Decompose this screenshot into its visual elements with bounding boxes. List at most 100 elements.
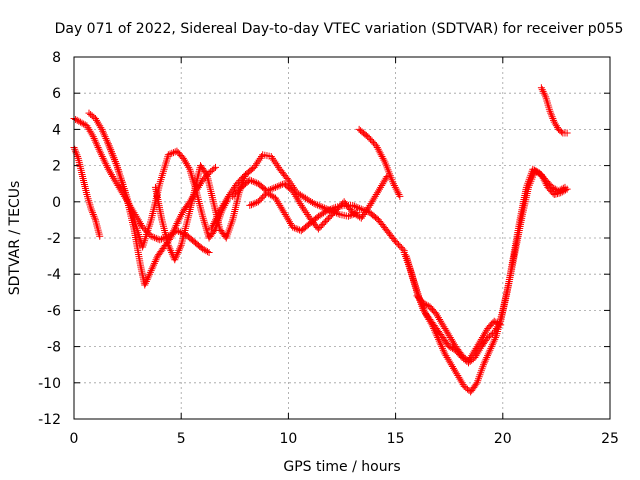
data-point-marker — [436, 339, 444, 347]
data-point-marker — [145, 272, 153, 280]
data-point-marker — [175, 247, 183, 255]
x-tick-label: 5 — [177, 431, 186, 447]
data-point-marker — [422, 310, 430, 318]
data-point-marker — [429, 323, 437, 331]
data-point-marker — [211, 218, 219, 226]
data-point-marker — [93, 116, 101, 124]
plot-frame — [73, 56, 611, 420]
data-point-marker — [215, 209, 223, 217]
data-point-marker — [542, 180, 550, 188]
data-point-marker — [563, 185, 571, 193]
data-point-marker — [396, 242, 404, 250]
data-point-marker — [446, 334, 454, 342]
data-point-marker — [210, 220, 218, 228]
data-point-marker — [268, 185, 276, 193]
data-point-marker — [537, 84, 545, 92]
data-point-marker — [219, 201, 227, 209]
data-point-marker — [237, 175, 245, 183]
data-point-marker — [540, 176, 548, 184]
data-point-marker — [380, 156, 388, 164]
data-point-marker — [361, 206, 369, 214]
data-point-marker — [196, 180, 204, 188]
data-point-marker — [557, 128, 565, 136]
data-point-marker — [104, 165, 112, 173]
data-point-marker — [300, 205, 308, 213]
data-point-marker — [183, 160, 191, 168]
data-point-marker — [549, 189, 557, 197]
y-tick-label: -10 — [38, 376, 61, 392]
data-point-marker — [169, 229, 177, 237]
data-point-marker — [87, 129, 95, 137]
data-point-marker — [255, 156, 263, 164]
data-point-marker — [488, 341, 496, 349]
data-point-marker — [492, 318, 500, 326]
data-point-marker — [453, 370, 461, 378]
data-point-marker — [344, 212, 352, 220]
data-point-marker — [166, 150, 174, 158]
data-point-marker — [272, 183, 280, 191]
data-point-marker — [110, 174, 118, 182]
data-point-marker — [374, 145, 382, 153]
data-point-marker — [447, 335, 455, 343]
data-point-marker — [259, 193, 267, 201]
data-point-marker — [103, 136, 111, 144]
data-point-marker — [322, 217, 330, 225]
data-point-marker — [428, 321, 436, 329]
data-point-marker — [86, 127, 94, 135]
data-point-marker — [109, 172, 117, 180]
data-point-marker — [548, 113, 556, 121]
data-point-marker — [424, 314, 432, 322]
data-point-marker — [434, 335, 442, 343]
data-point-marker — [365, 134, 373, 142]
data-point-marker — [89, 210, 97, 218]
data-point-marker — [251, 199, 259, 207]
data-point-marker — [176, 243, 184, 251]
data-point-marker — [296, 200, 304, 208]
data-point-marker — [294, 196, 302, 204]
data-point-marker — [436, 315, 444, 323]
data-point-marker — [172, 221, 180, 229]
data-point-marker — [546, 107, 554, 115]
data-point-marker — [94, 118, 102, 126]
data-point-marker — [152, 234, 160, 242]
data-point-marker — [439, 344, 446, 352]
data-point-marker — [282, 212, 290, 220]
data-point-marker — [85, 125, 93, 133]
data-point-marker — [438, 343, 446, 351]
data-point-marker — [497, 321, 505, 329]
series-sat-h — [246, 189, 408, 255]
data-point-marker — [216, 207, 224, 215]
data-point-marker — [232, 189, 240, 197]
data-point-marker — [284, 216, 292, 224]
data-point-marker — [480, 332, 488, 340]
data-point-marker — [277, 203, 285, 211]
data-point-marker — [444, 355, 452, 363]
data-point-marker — [164, 151, 172, 159]
y-tick-label: -2 — [47, 231, 61, 247]
data-point-marker — [290, 224, 298, 232]
data-point-marker — [314, 201, 322, 209]
data-point-marker — [448, 363, 456, 371]
data-point-marker — [222, 196, 230, 204]
data-point-marker — [352, 203, 360, 211]
data-point-marker — [533, 168, 541, 176]
data-point-marker — [141, 281, 149, 289]
data-point-marker — [447, 361, 455, 369]
data-point-marker — [328, 205, 336, 213]
data-point-marker — [97, 124, 105, 132]
data-point-marker — [390, 182, 398, 190]
marks-layer — [70, 84, 571, 396]
data-point-marker — [430, 325, 438, 332]
data-point-marker — [483, 353, 491, 361]
data-point-marker — [147, 267, 155, 275]
x-tick-label: 25 — [601, 431, 619, 447]
data-point-marker — [207, 225, 215, 233]
data-point-marker — [464, 357, 472, 365]
data-point-marker — [356, 204, 364, 212]
data-point-marker — [392, 238, 400, 246]
data-point-marker — [321, 208, 329, 216]
data-point-marker — [75, 117, 83, 125]
data-point-marker — [72, 115, 80, 123]
data-point-marker — [164, 241, 172, 249]
